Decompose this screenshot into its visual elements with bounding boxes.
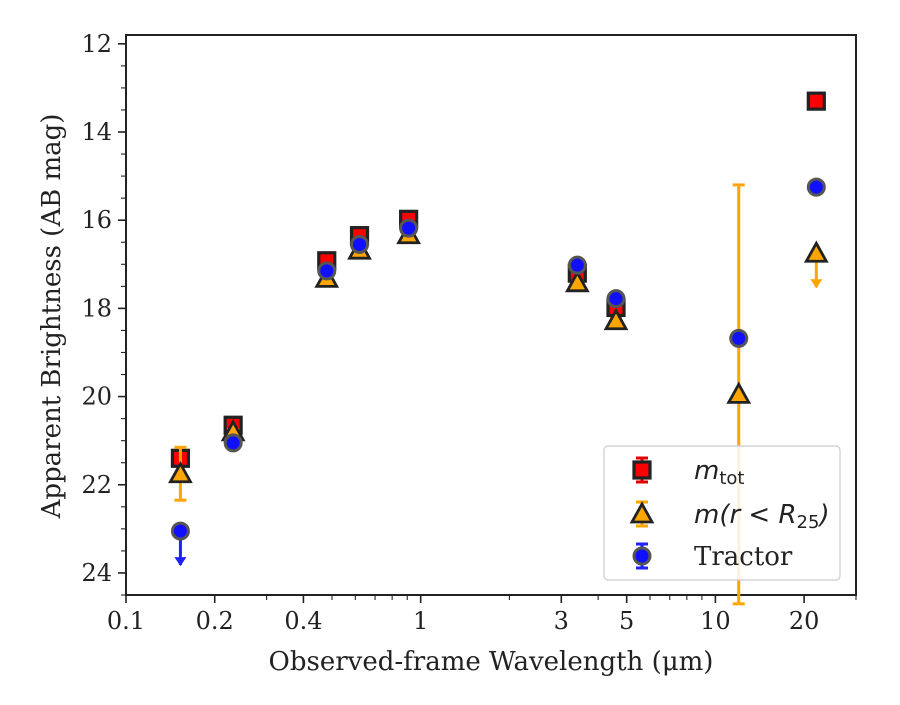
- x-tick-label: 5: [619, 607, 634, 635]
- x-tick-label: 0.4: [284, 607, 322, 635]
- data-point: [803, 240, 829, 263]
- data-point: [317, 261, 337, 281]
- data-point: [806, 91, 826, 111]
- x-tick-label: 3: [554, 607, 569, 635]
- y-tick-label: 20: [81, 383, 112, 411]
- legend: mtot m(r < R25) Tractor: [603, 445, 841, 581]
- x-axis: 0.1 0.2 0.4 1 3 5 10 20: [107, 595, 857, 635]
- data-point: [170, 521, 190, 541]
- legend-box: [603, 445, 841, 581]
- y-tick-label: 24: [81, 559, 112, 587]
- legend-item: mtot: [632, 456, 744, 489]
- x-axis-title: Observed-frame Wavelength (μm): [269, 647, 714, 677]
- data-point: [564, 269, 590, 293]
- legend-label: mtot: [694, 456, 744, 489]
- legend-label: Tractor: [694, 542, 793, 572]
- legend-marker: [629, 501, 655, 524]
- series-2: [170, 177, 826, 567]
- y-axis-title: Apparent Brightness (AB mag): [37, 114, 67, 520]
- y-tick-label: 12: [81, 30, 112, 58]
- legend-marker: [632, 546, 652, 566]
- x-tick-label: 1: [413, 607, 428, 635]
- data-point: [603, 307, 629, 331]
- y-tick-label: 16: [81, 206, 112, 234]
- data-point: [729, 328, 749, 348]
- data-point: [399, 218, 419, 238]
- x-tick-label: 10: [700, 607, 731, 635]
- y-axis: 12 14 16 18 20 22 24: [81, 30, 126, 596]
- data-point: [567, 255, 587, 275]
- y-tick-label: 14: [81, 118, 112, 146]
- data-point: [806, 177, 826, 197]
- data-point: [726, 381, 752, 404]
- upper-limit-arrowhead: [174, 557, 187, 567]
- legend-marker: [632, 460, 652, 480]
- x-tick-label: 0.2: [196, 607, 234, 635]
- plot-frame: [125, 34, 857, 596]
- x-tick-label: 20: [789, 607, 820, 635]
- y-tick-label: 18: [81, 294, 112, 322]
- plot-area: [125, 34, 857, 606]
- data-point: [223, 433, 243, 453]
- upper-limit-arrowhead: [810, 279, 823, 289]
- data-point: [606, 289, 626, 309]
- series-0: [170, 91, 826, 468]
- data-point: [168, 460, 193, 484]
- legend-item: Tractor: [632, 542, 793, 572]
- legend-item: m(r < R25): [629, 500, 830, 533]
- y-tick-label: 22: [81, 471, 112, 499]
- legend-label: m(r < R25): [694, 500, 830, 533]
- x-tick-label: 0.1: [107, 607, 145, 635]
- data-point: [350, 234, 370, 254]
